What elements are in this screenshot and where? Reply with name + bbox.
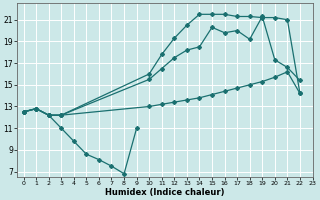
X-axis label: Humidex (Indice chaleur): Humidex (Indice chaleur) — [105, 188, 225, 197]
